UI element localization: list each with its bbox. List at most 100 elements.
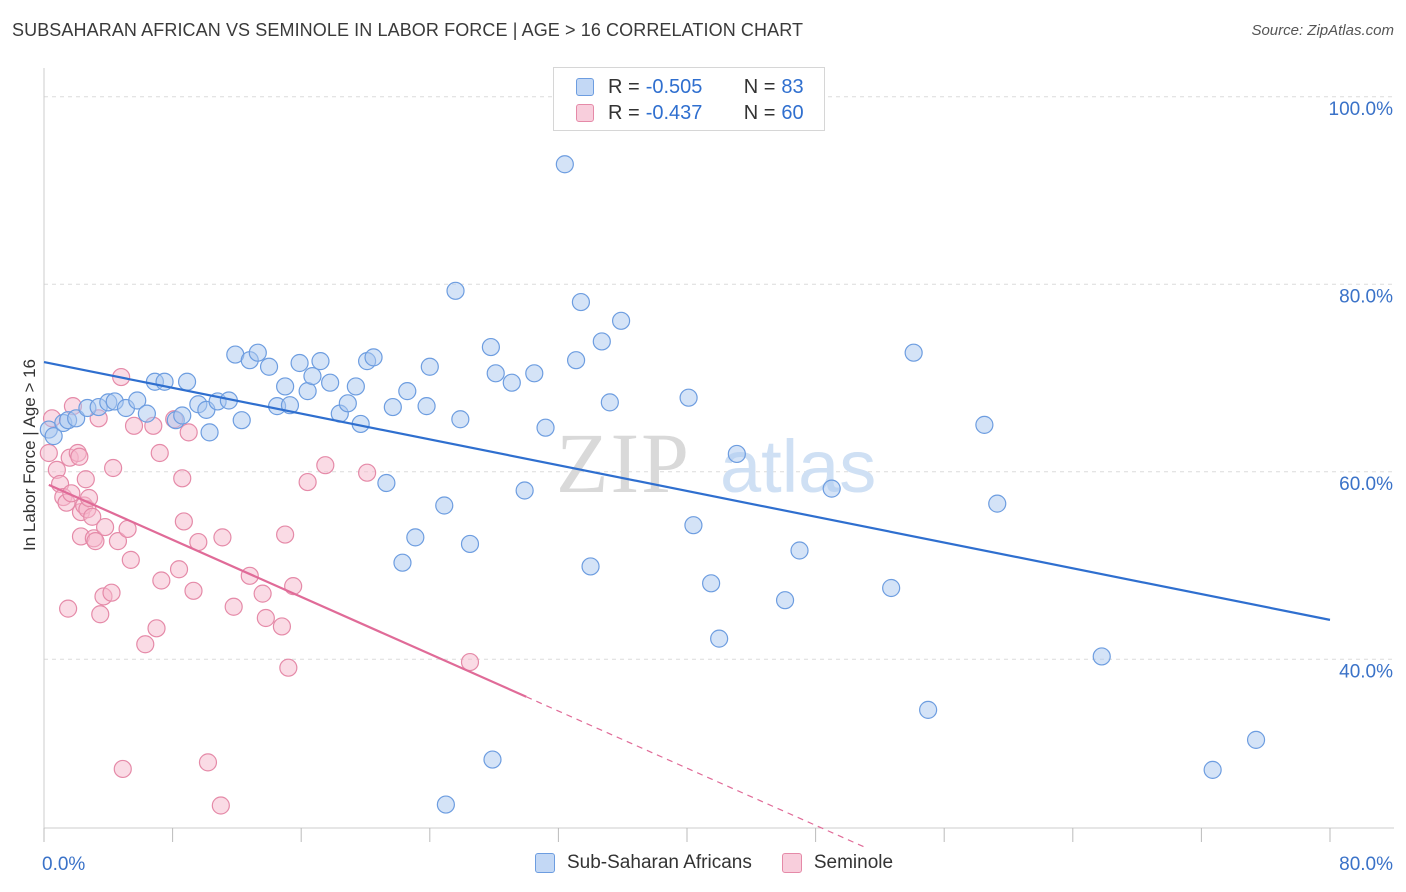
correlation-legend: R = -0.505 N = 83 R = -0.437 N = 60 [553,67,825,131]
subsaharan-point [790,541,809,560]
legend-item-seminole[interactable]: Seminole [781,852,894,874]
seminole-point [150,443,169,463]
subsaharan-point [988,494,1007,513]
seminole-point [70,447,89,466]
tick-labels: 100.0% 80.0% 60.0% 40.0% 0.0% 80.0% [42,99,1393,875]
subsaharan-point [420,357,439,376]
subsaharan-point [232,411,251,430]
legend-n-label: N = [743,101,776,124]
subsaharan-point [775,591,795,610]
subsaharan-point [904,343,923,362]
seminole-point [136,635,155,654]
subsaharan-point [525,364,544,383]
subsaharan-point [435,496,454,515]
chart-title: SUBSAHARAN AFRICAN VS SEMINOLE IN LABOR … [12,20,804,40]
watermark-atlas: atlas [720,425,876,508]
seminole-points [39,367,480,815]
subsaharan-trend-line [43,360,1331,621]
subsaharan-point [611,311,631,330]
subsaharan-point [338,394,357,413]
legend-item-subsaharan[interactable]: Sub-Saharan Africans [535,852,752,874]
subsaharan-point [303,367,322,386]
legend-swatch-blue [535,853,555,873]
subsaharan-point [1246,730,1266,749]
legend-n-label: N = [743,75,776,98]
seminole-point [104,458,123,478]
subsaharan-point [346,377,365,396]
seminole-point [460,652,480,672]
subsaharan-point [383,397,402,417]
y-tick-label: 40.0% [1339,661,1393,682]
seminole-point [256,608,275,628]
y-tick-label: 80.0% [1339,286,1393,307]
source-label: Source: ZipAtlas.com [1251,22,1394,39]
seminole-point [39,443,58,463]
subsaharan-point [417,397,436,416]
seminole-point [108,532,128,551]
subsaharan-point [882,578,901,598]
seminole-point [198,753,218,772]
subsaharan-point [321,373,340,392]
legend-row-blue: R = -0.505 N = 83 [576,75,804,99]
legend-n-value-blue: 83 [781,75,804,98]
subsaharan-point [276,377,295,396]
y-axis-label: In Labor Force | Age > 16 [20,358,39,552]
subsaharan-point [128,391,147,410]
seminole-point [253,584,272,603]
legend-r-value-pink: -0.437 [645,101,703,124]
watermark-zip: ZIP [556,415,691,511]
subsaharan-point [555,155,574,174]
subsaharan-point [483,750,502,769]
subsaharan-point [200,423,219,442]
subsaharan-point [377,473,396,493]
subsaharan-point [710,629,729,648]
subsaharan-point [515,481,534,500]
subsaharan-point [1092,647,1111,666]
subsaharan-point [311,352,330,371]
seminole-point [174,512,193,531]
x-tick-label: 80.0% [1339,854,1393,875]
seminole-point [121,550,140,569]
legend-label-seminole: Seminole [813,852,894,873]
subsaharan-point [679,388,698,407]
legend-r-label: R = [608,75,640,98]
axes [43,68,1394,842]
subsaharan-point [460,534,480,554]
trend-lines [43,360,1331,848]
subsaharan-point [290,353,309,373]
subsaharan-point [177,372,197,391]
subsaharan-point [406,528,425,547]
legend-r-value-blue: -0.505 [645,75,703,98]
subsaharan-point [398,382,417,401]
seminole-point [102,583,121,602]
subsaharan-point [486,364,505,383]
subsaharan-point [248,343,267,362]
seminole-point [147,619,166,638]
seminole-point [184,581,203,600]
seminole-point [213,528,232,547]
y-tick-label: 100.0% [1329,99,1394,120]
subsaharan-point [173,406,192,425]
subsaharan-point [137,404,156,423]
subsaharan-point [592,332,611,351]
subsaharan-point [702,574,721,593]
legend-swatch-pink [781,853,802,873]
subsaharan-point [67,409,86,428]
seminole-point [76,470,95,489]
seminole-point [298,472,317,492]
subsaharan-point [600,393,619,412]
seminole-point [124,416,144,435]
seminole-point [272,617,292,636]
seminole-point [169,560,189,579]
seminole-point [211,796,230,815]
seminole-point [83,507,102,526]
subsaharan-point [919,700,938,719]
subsaharan-point [259,357,279,376]
subsaharan-point [364,348,383,367]
seminole-point [91,605,110,624]
subsaharan-point [684,516,703,535]
seminole-point [59,599,78,618]
seminole-point [79,488,99,508]
seminole-point [95,517,115,537]
